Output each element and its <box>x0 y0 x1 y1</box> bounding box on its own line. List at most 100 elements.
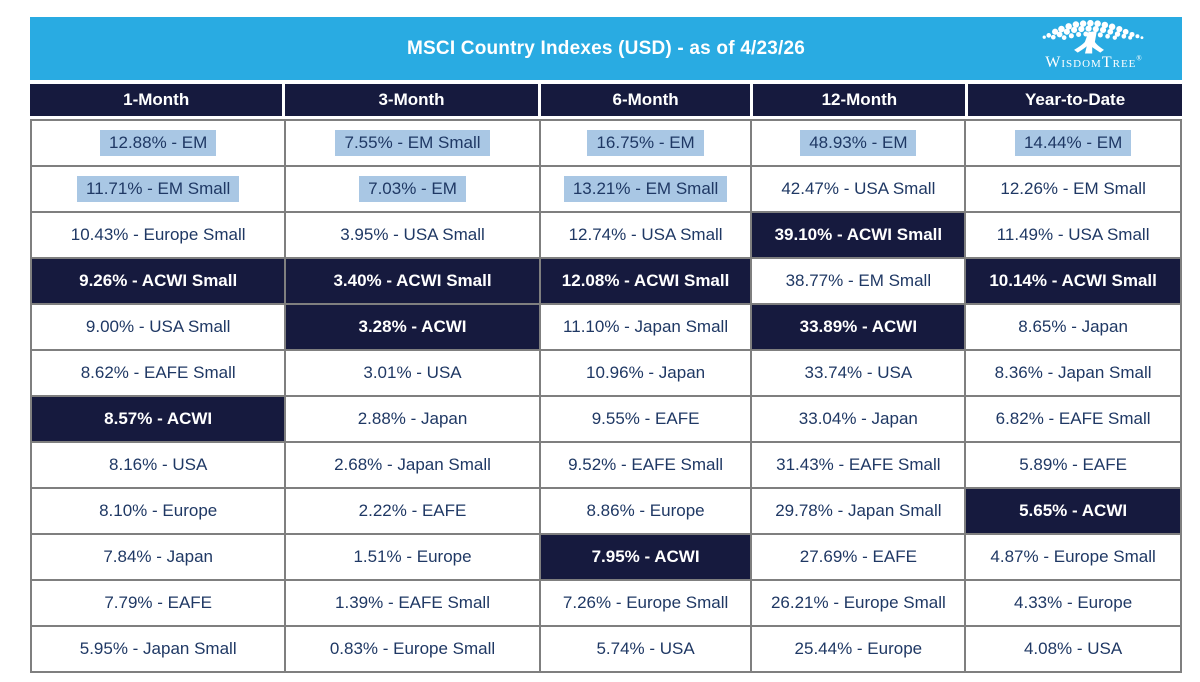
title-bar: MSCI Country Indexes (USD) - as of 4/23/… <box>30 17 1182 80</box>
table-cell: 1.39% - EAFE Small <box>286 581 539 625</box>
table-cell: 7.95% - ACWI <box>540 535 751 579</box>
table-cell: 7.26% - Europe Small <box>540 581 751 625</box>
page-title: MSCI Country Indexes (USD) - as of 4/23/… <box>407 37 805 59</box>
table-cell: 4.87% - Europe Small <box>966 535 1180 579</box>
cell-text: 5.95% - Japan Small <box>79 639 237 658</box>
cell-text: 7.79% - EAFE <box>104 593 213 612</box>
column-header-year-to-date: Year-to-Date <box>968 84 1182 116</box>
table-cell: 12.88% - EM <box>32 121 285 165</box>
table-cell: 9.26% - ACWI Small <box>32 259 285 303</box>
cell-text: 3.95% - USA Small <box>340 225 485 244</box>
table-header-row: 1-Month 3-Month 6-Month 12-Month Year-to-Dat… <box>30 84 1182 116</box>
cell-text: 1.39% - EAFE Small <box>335 593 490 612</box>
cell-text: 4.87% - Europe Small <box>990 547 1156 566</box>
cell-text: 7.26% - Europe Small <box>562 593 729 612</box>
cell-text: 5.89% - EAFE <box>1019 455 1127 474</box>
table-cell: 6.82% - EAFE Small <box>966 397 1180 441</box>
table-cell: 3.01% - USA <box>286 351 539 395</box>
cell-text: 8.36% - Japan Small <box>994 363 1152 382</box>
cell-text: 12.26% - EM Small <box>1000 179 1146 198</box>
table-cell: 7.79% - EAFE <box>32 581 285 625</box>
table-cell: 11.49% - USA Small <box>966 213 1180 257</box>
cell-text: 9.26% - ACWI Small <box>79 271 238 290</box>
cell-text: 26.21% - Europe Small <box>770 593 946 612</box>
table-cell: 8.62% - EAFE Small <box>32 351 285 395</box>
table-cell: 9.00% - USA Small <box>32 305 285 349</box>
cell-text: 7.84% - Japan <box>103 547 213 566</box>
table-cell: 3.28% - ACWI <box>286 305 539 349</box>
cell-text: 31.43% - EAFE Small <box>776 455 941 474</box>
table-cell: 12.26% - EM Small <box>966 167 1180 211</box>
table-cell: 11.10% - Japan Small <box>540 305 751 349</box>
table-cell: 12.74% - USA Small <box>540 213 751 257</box>
column-header-1-month: 1-Month <box>30 84 283 116</box>
cell-text: 7.03% - EM <box>359 176 466 202</box>
cell-text: 8.10% - Europe <box>99 501 218 520</box>
table-cell: 13.21% - EM Small <box>540 167 751 211</box>
table-cell: 1.51% - Europe <box>286 535 539 579</box>
cell-text: 9.55% - EAFE <box>591 409 700 428</box>
table-cell: 2.88% - Japan <box>286 397 539 441</box>
cell-text: 8.65% - Japan <box>1018 317 1128 336</box>
table-cell: 5.74% - USA <box>540 627 751 671</box>
cell-text: 14.44% - EM <box>1014 130 1132 156</box>
table-cell: 8.86% - Europe <box>540 489 751 533</box>
table-cell: 12.08% - ACWI Small <box>540 259 751 303</box>
cell-text: 8.16% - USA <box>109 455 208 474</box>
table-cell: 29.78% - Japan Small <box>752 489 965 533</box>
cell-text: 12.08% - ACWI Small <box>561 271 730 290</box>
cell-text: 3.40% - ACWI Small <box>333 271 492 290</box>
table-cell: 8.57% - ACWI <box>32 397 285 441</box>
table-cell: 33.74% - USA <box>752 351 965 395</box>
cell-text: 11.49% - USA Small <box>996 225 1150 244</box>
cell-text: 27.69% - EAFE <box>799 547 917 566</box>
wisdomtree-logo: WisdomTree® <box>1018 20 1170 71</box>
table-cell: 10.96% - Japan <box>540 351 751 395</box>
cell-text: 2.22% - EAFE <box>358 501 467 520</box>
table-cell: 3.40% - ACWI Small <box>286 259 539 303</box>
table-cell: 5.95% - Japan Small <box>32 627 285 671</box>
table-cell: 10.43% - Europe Small <box>32 213 285 257</box>
cell-text: 8.86% - Europe <box>586 501 705 520</box>
table-cell: 8.10% - Europe <box>32 489 285 533</box>
cell-text: 33.89% - ACWI <box>799 317 918 336</box>
cell-text: 33.74% - USA <box>804 363 913 382</box>
column-header-3-month: 3-Month <box>285 84 538 116</box>
cell-text: 29.78% - Japan Small <box>775 501 942 520</box>
wisdomtree-wordmark: WisdomTree® <box>1045 54 1143 71</box>
column-header-12-month: 12-Month <box>753 84 966 116</box>
index-returns-table: 12.88% - EM 7.55% - EM Small 16.75% - EM 48… <box>30 119 1182 673</box>
table-cell: 38.77% - EM Small <box>752 259 965 303</box>
cell-text: 7.55% - EM Small <box>335 130 490 156</box>
cell-text: 25.44% - Europe <box>794 639 923 658</box>
table-cell: 33.04% - Japan <box>752 397 965 441</box>
table-cell: 4.33% - Europe <box>966 581 1180 625</box>
table-cell: 31.43% - EAFE Small <box>752 443 965 487</box>
table-cell: 27.69% - EAFE <box>752 535 965 579</box>
table-cell: 8.65% - Japan <box>966 305 1180 349</box>
table-cell: 26.21% - Europe Small <box>752 581 965 625</box>
cell-text: 10.14% - ACWI Small <box>989 271 1157 290</box>
cell-text: 39.10% - ACWI Small <box>774 225 943 244</box>
column-header-6-month: 6-Month <box>540 84 751 116</box>
cell-text: 2.88% - Japan <box>357 409 468 428</box>
cell-text: 16.75% - EM <box>587 130 704 156</box>
table-cell: 16.75% - EM <box>540 121 751 165</box>
cell-text: 5.74% - USA <box>596 639 695 658</box>
table-cell: 9.52% - EAFE Small <box>540 443 751 487</box>
cell-text: 6.82% - EAFE Small <box>995 409 1151 428</box>
table-cell: 42.47% - USA Small <box>752 167 965 211</box>
table-cell: 5.89% - EAFE <box>966 443 1180 487</box>
cell-text: 33.04% - Japan <box>798 409 918 428</box>
table-cell: 7.03% - EM <box>286 167 539 211</box>
msci-index-table-panel: MSCI Country Indexes (USD) - as of 4/23/… <box>30 17 1182 673</box>
cell-text: 38.77% - EM Small <box>785 271 932 290</box>
cell-text: 10.96% - Japan <box>586 363 706 382</box>
cell-text: 4.33% - Europe <box>1014 593 1133 612</box>
cell-text: 3.01% - USA <box>363 363 462 382</box>
cell-text: 42.47% - USA Small <box>781 179 936 198</box>
cell-text: 12.74% - USA Small <box>568 225 723 244</box>
cell-text: 0.83% - Europe Small <box>329 639 496 658</box>
table-cell: 2.22% - EAFE <box>286 489 539 533</box>
table-cell: 25.44% - Europe <box>752 627 965 671</box>
